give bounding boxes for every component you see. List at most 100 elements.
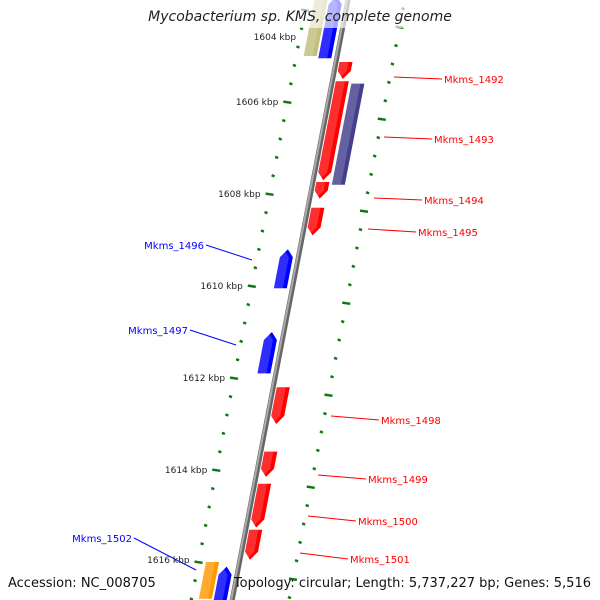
gene-arrow: [271, 387, 290, 424]
gene-feature-13: [198, 562, 220, 599]
gene-label-leader: [299, 552, 349, 560]
gene-arrow: [251, 483, 272, 528]
scale-tick-dot: [224, 413, 229, 417]
scale-tick-dot: [296, 45, 300, 49]
scale-tick-major: [306, 485, 315, 490]
scale-tick-label: 1604 kbp: [254, 33, 297, 43]
scale-tick-major: [212, 468, 221, 473]
scale-tick-major: [359, 209, 369, 214]
gene-Mkms_1494: Mkms_1494: [314, 182, 484, 207]
scale-tick-dot: [386, 80, 391, 85]
scale-tick-dot: [372, 154, 377, 158]
gene-arrow: [273, 249, 293, 289]
gene-Mkms_1499: Mkms_1499: [261, 451, 428, 486]
gene-label: Mkms_1492: [444, 75, 504, 86]
gene-label: Mkms_1495: [418, 228, 478, 239]
scale-tick-dot: [319, 430, 324, 434]
gene-arrow-shade: [271, 387, 286, 424]
gene-label-leader: [330, 415, 380, 421]
scale-tick-dot: [193, 578, 197, 583]
gene-label: Mkms_1499: [368, 475, 428, 486]
gene-arrow: [331, 83, 365, 185]
gene-label-leader: [383, 136, 433, 140]
gene-arrow-shade: [261, 451, 274, 477]
gene-label-leader: [367, 228, 417, 233]
scale-tick-dot: [264, 210, 268, 215]
gene-arrow: [213, 566, 232, 600]
scale-tick-dot: [288, 82, 293, 86]
gene-arrow-shade: [257, 332, 273, 374]
scale-tick-dot: [354, 246, 359, 250]
gene-Mkms_1497: Mkms_1497: [128, 326, 277, 374]
scale-tick-major: [194, 560, 203, 565]
gene-label: Mkms_1500: [358, 517, 418, 528]
scale-tick-label: 1612 kbp: [183, 374, 226, 384]
accession-text: Accession: NC_008705: [8, 576, 156, 591]
scale-tick-dot: [330, 375, 335, 379]
topology-text: Topology: circular; Length: 5,737,227 bp…: [233, 576, 591, 591]
scale-tick-major: [377, 117, 386, 122]
scale-tick-dot: [315, 448, 320, 453]
scale-tick-major: [342, 301, 351, 306]
scale-tick-dot: [274, 155, 279, 160]
scale-tick-dot: [299, 26, 304, 31]
gene-label: Mkms_1502: [72, 534, 132, 545]
scale-tick-major: [283, 100, 292, 105]
gene-arrow: [337, 61, 353, 79]
scale-tick-label: 1616 kbp: [147, 556, 190, 566]
scale-tick-dot: [301, 522, 306, 526]
gene-arrow-shade: [245, 529, 259, 560]
scale-tick-dot: [394, 43, 398, 48]
scale-tick-dot: [203, 523, 208, 528]
scale-tick-dot: [256, 247, 261, 252]
gene-arrow: [245, 529, 263, 560]
gene-label: Mkms_1498: [381, 416, 441, 427]
gene-arrow: [318, 81, 349, 181]
backbone-highlight: [230, 0, 349, 600]
gene-label-leader: [373, 197, 423, 201]
scale-tick-dot: [287, 595, 292, 600]
scale-tick-dot: [358, 227, 363, 232]
scale-tick-dot: [337, 338, 342, 342]
scale-tick-dot: [210, 486, 215, 491]
scale-tick-major: [324, 393, 333, 398]
gene-Mkms_1498: Mkms_1498: [271, 387, 441, 427]
gene-Mkms_1496: Mkms_1496: [144, 241, 293, 289]
gene-Mkms_1495: Mkms_1495: [307, 207, 478, 239]
scale-tick-dot: [322, 411, 327, 416]
scale-tick-dot: [333, 356, 338, 361]
scale-tick-dot: [239, 339, 244, 344]
scale-tick-dot: [235, 358, 240, 362]
scale-tick-dot: [383, 99, 388, 103]
scale-tick-dot: [217, 450, 222, 454]
gene-arrow: [314, 182, 330, 199]
gene-arrow-shade: [331, 83, 361, 185]
scale-tick-dot: [207, 505, 212, 509]
gene-Mkms_1492: Mkms_1492: [337, 61, 504, 86]
gene-Mkms_1493: Mkms_1493: [318, 81, 494, 181]
scale-tick-dot: [228, 394, 233, 399]
gene-Mkms_1501: Mkms_1501: [245, 529, 410, 566]
scale-tick-dot: [242, 321, 247, 325]
scale-tick-dot: [347, 283, 352, 287]
gene-label-leader: [205, 244, 253, 261]
scale-tick-label: 1610 kbp: [200, 282, 243, 292]
gene-arrow-shade: [251, 483, 268, 528]
scale-tick-dot: [281, 118, 286, 123]
scale-tick-dot: [260, 229, 265, 233]
gene-label-leader: [133, 537, 197, 571]
gene-arrow-shade: [273, 249, 289, 289]
gene-arrow-shade: [198, 562, 216, 599]
map-title: Mycobacterium sp. KMS, complete genome: [148, 9, 452, 25]
scale-tick-label: 1614 kbp: [165, 466, 208, 476]
gene-feature-4: [331, 83, 365, 185]
gene-arrow: [198, 562, 220, 599]
gene-label-leader: [317, 474, 367, 480]
scale-tick-dot: [189, 597, 194, 600]
gene-label: Mkms_1497: [128, 326, 188, 337]
gene-label-leader: [393, 76, 443, 80]
scale-tick-dot: [340, 319, 345, 324]
gene-label: Mkms_1501: [350, 555, 410, 566]
scale-tick-dot: [271, 174, 276, 178]
